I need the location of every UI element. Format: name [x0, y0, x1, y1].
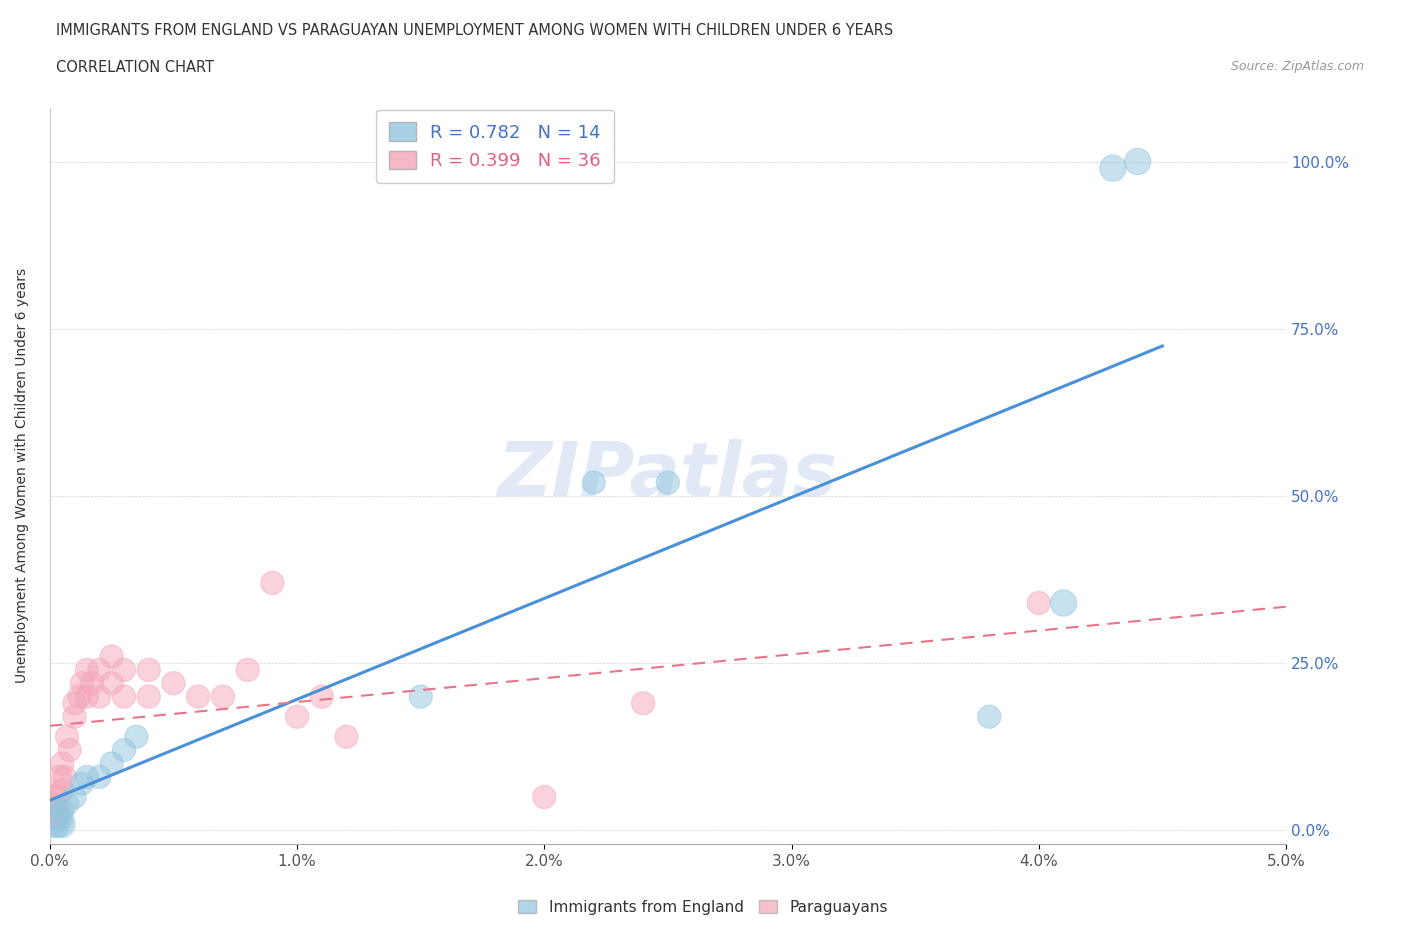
- Point: [89, 662, 111, 677]
- Point: [51, 803, 73, 817]
- Point: [100, 649, 122, 664]
- Point: [46, 790, 69, 804]
- Point: [41, 817, 63, 831]
- Text: Source: ZipAtlas.com: Source: ZipAtlas.com: [1230, 60, 1364, 73]
- Point: [657, 475, 679, 490]
- Point: [89, 769, 111, 784]
- Point: [582, 475, 605, 490]
- Point: [51, 756, 73, 771]
- Point: [138, 689, 160, 704]
- Point: [48, 817, 70, 831]
- Point: [59, 743, 82, 758]
- Point: [51, 783, 73, 798]
- Point: [125, 729, 148, 744]
- Point: [46, 803, 69, 817]
- Point: [631, 696, 654, 711]
- Point: [56, 796, 79, 811]
- Point: [48, 769, 70, 784]
- Point: [1126, 154, 1149, 169]
- Point: [187, 689, 209, 704]
- Point: [56, 729, 79, 744]
- Point: [311, 689, 333, 704]
- Point: [1052, 595, 1074, 610]
- Point: [44, 817, 66, 831]
- Point: [335, 729, 357, 744]
- Point: [112, 662, 135, 677]
- Point: [979, 710, 1001, 724]
- Point: [44, 790, 66, 804]
- Point: [285, 710, 308, 724]
- Point: [76, 689, 98, 704]
- Point: [1028, 595, 1050, 610]
- Point: [100, 756, 122, 771]
- Text: IMMIGRANTS FROM ENGLAND VS PARAGUAYAN UNEMPLOYMENT AMONG WOMEN WITH CHILDREN UND: IMMIGRANTS FROM ENGLAND VS PARAGUAYAN UN…: [56, 23, 893, 38]
- Point: [69, 689, 91, 704]
- Point: [409, 689, 432, 704]
- Point: [63, 710, 86, 724]
- Point: [44, 803, 66, 817]
- Point: [112, 689, 135, 704]
- Point: [100, 676, 122, 691]
- Point: [533, 790, 555, 804]
- Point: [80, 676, 103, 691]
- Point: [76, 662, 98, 677]
- Point: [46, 810, 69, 825]
- Point: [262, 576, 284, 591]
- Point: [51, 817, 73, 831]
- Legend: Immigrants from England, Paraguayans: Immigrants from England, Paraguayans: [510, 892, 896, 923]
- Point: [212, 689, 235, 704]
- Point: [41, 803, 63, 817]
- Point: [70, 777, 93, 791]
- Point: [70, 676, 93, 691]
- Point: [44, 810, 66, 825]
- Text: CORRELATION CHART: CORRELATION CHART: [56, 60, 214, 75]
- Text: ZIPatlas: ZIPatlas: [498, 439, 838, 512]
- Point: [112, 743, 135, 758]
- Point: [53, 769, 76, 784]
- Point: [48, 810, 70, 825]
- Point: [76, 769, 98, 784]
- Point: [162, 676, 184, 691]
- Point: [89, 689, 111, 704]
- Legend: R = 0.782   N = 14, R = 0.399   N = 36: R = 0.782 N = 14, R = 0.399 N = 36: [377, 110, 613, 182]
- Point: [1102, 161, 1125, 176]
- Point: [236, 662, 259, 677]
- Point: [138, 662, 160, 677]
- Point: [63, 790, 86, 804]
- Point: [46, 817, 69, 831]
- Point: [63, 696, 86, 711]
- Y-axis label: Unemployment Among Women with Children Under 6 years: Unemployment Among Women with Children U…: [15, 269, 30, 684]
